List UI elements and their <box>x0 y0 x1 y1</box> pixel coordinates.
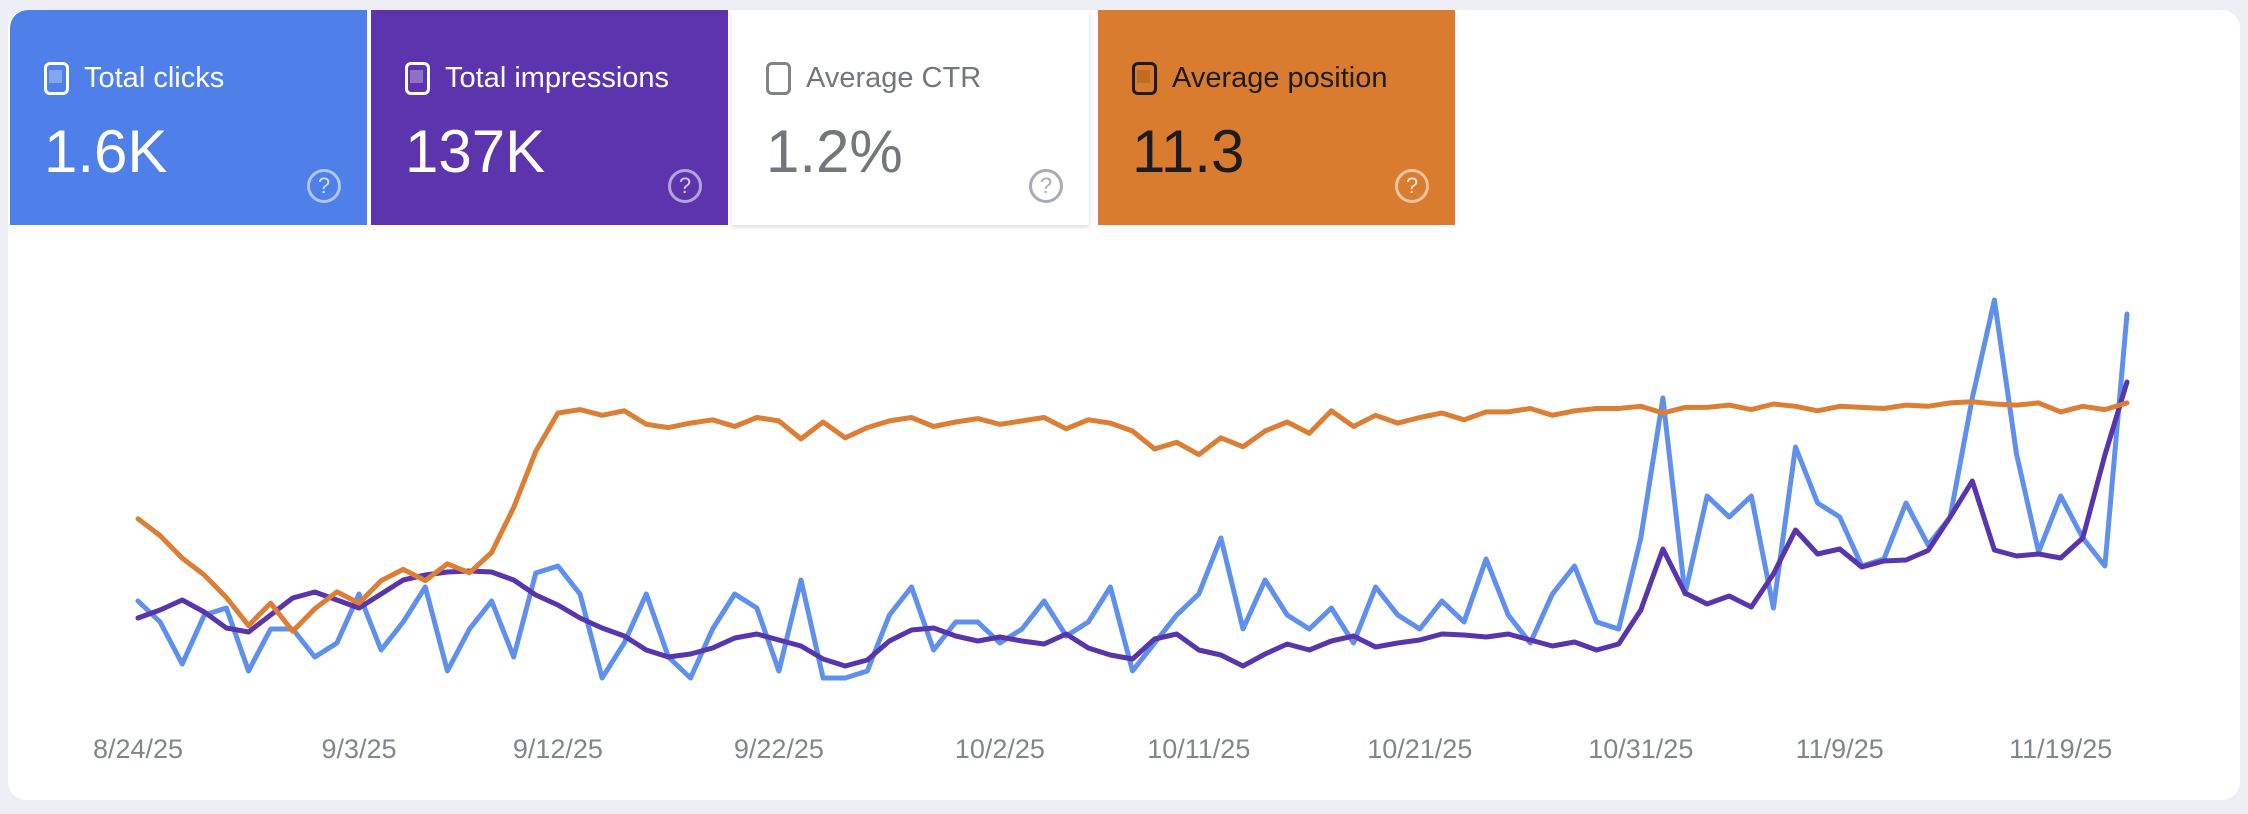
card-title: Average position <box>1172 62 1388 94</box>
card-title: Total impressions <box>445 62 670 94</box>
total-clicks-card[interactable]: Total clicks 1.6K ? <box>10 10 367 225</box>
total-clicks-value: 1.6K <box>44 118 168 185</box>
x-axis-tick-label: 9/3/25 <box>321 734 396 764</box>
average-position-value: 11.3 <box>1132 118 1245 185</box>
x-axis-tick-label: 8/24/25 <box>93 734 183 764</box>
x-axis-tick-label: 9/22/25 <box>734 734 824 764</box>
clicks-line <box>135 297 2130 681</box>
chart-lines <box>135 297 2130 681</box>
total-impressions-value: 137K <box>405 118 546 185</box>
x-axis-tick-label: 10/11/25 <box>1147 734 1250 764</box>
checkbox-checked-icon[interactable] <box>1132 62 1157 95</box>
card-title-row: Average position <box>1132 62 1425 95</box>
total-impressions-card[interactable]: Total impressions 137K ? <box>371 10 728 225</box>
x-axis-tick-label: 9/12/25 <box>513 734 603 764</box>
chart-x-axis: 8/24/25 9/3/25 9/12/25 9/22/25 10/2/25 10/11/… <box>93 734 2112 764</box>
card-title-row: Total clicks <box>44 62 337 95</box>
card-title-row: Average CTR <box>766 62 1059 95</box>
average-position-line <box>135 399 2130 634</box>
x-axis-tick-label: 10/2/25 <box>955 734 1045 764</box>
x-axis-tick-label: 11/19/25 <box>2009 734 2112 764</box>
help-icon[interactable]: ? <box>1029 169 1063 203</box>
help-icon[interactable]: ? <box>668 169 702 203</box>
help-icon[interactable]: ? <box>1395 169 1429 203</box>
card-title: Total clicks <box>84 62 225 94</box>
x-axis-tick-label: 10/21/25 <box>1367 734 1472 764</box>
card-title-row: Total impressions <box>405 62 698 95</box>
help-icon[interactable]: ? <box>307 169 341 203</box>
average-position-card[interactable]: Average position 11.3 ? <box>1098 10 1455 225</box>
average-ctr-value: 1.2% <box>766 118 903 185</box>
x-axis-tick-label: 11/9/25 <box>1796 734 1884 764</box>
card-title: Average CTR <box>806 62 982 94</box>
metric-cards-row: Total clicks 1.6K ? Total impressions 13… <box>10 10 1455 225</box>
average-ctr-card[interactable]: Average CTR 1.2% ? <box>732 10 1089 225</box>
checkbox-checked-icon[interactable] <box>405 62 430 95</box>
checkbox-checked-icon[interactable] <box>44 62 69 95</box>
checkbox-unchecked-icon[interactable] <box>766 62 791 95</box>
x-axis-tick-label: 10/31/25 <box>1588 734 1693 764</box>
